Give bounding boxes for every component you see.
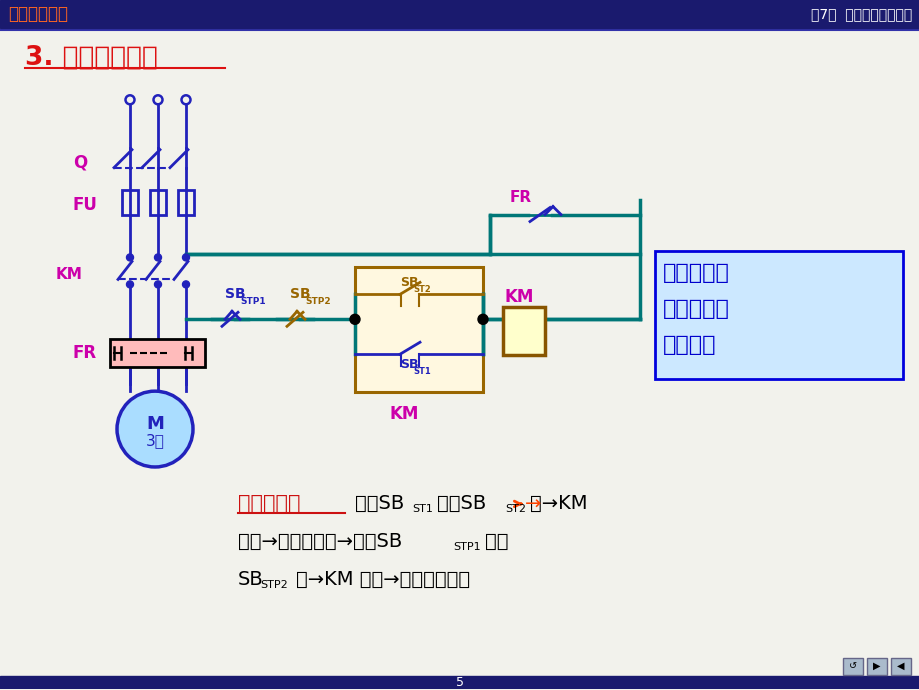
Text: 按下SB: 按下SB bbox=[355, 495, 403, 513]
Text: ）→KM 断电→电动机停止。: ）→KM 断电→电动机停止。 bbox=[296, 570, 470, 589]
Text: 5: 5 bbox=[456, 676, 463, 689]
Bar bbox=[150, 190, 165, 215]
Text: 起动按钮并: 起动按钮并 bbox=[663, 264, 729, 284]
Text: SB: SB bbox=[400, 276, 418, 289]
Text: 第7章  继电－接触器控制: 第7章 继电－接触器控制 bbox=[810, 7, 911, 21]
Text: ◀: ◀ bbox=[896, 661, 903, 671]
Text: 得电→电动机起动→按下SB: 得电→电动机起动→按下SB bbox=[238, 532, 402, 551]
Text: ）→KM: ）→KM bbox=[529, 495, 587, 513]
Text: 3. 多地控制电路: 3. 多地控制电路 bbox=[25, 45, 158, 71]
Text: STP1: STP1 bbox=[240, 297, 266, 306]
Text: SB: SB bbox=[400, 357, 418, 371]
Text: ST1: ST1 bbox=[413, 366, 430, 375]
Text: STP2: STP2 bbox=[305, 297, 330, 306]
Text: KM: KM bbox=[390, 405, 419, 423]
Text: FU: FU bbox=[73, 195, 97, 214]
Circle shape bbox=[182, 281, 189, 288]
Bar bbox=[654, 251, 902, 380]
Circle shape bbox=[117, 391, 193, 467]
Text: SB: SB bbox=[289, 287, 311, 302]
Text: 3～: 3～ bbox=[145, 433, 165, 448]
Circle shape bbox=[182, 254, 189, 261]
Text: Q: Q bbox=[73, 154, 87, 172]
Text: KM: KM bbox=[505, 288, 534, 306]
Circle shape bbox=[127, 281, 133, 288]
Text: （或SB: （或SB bbox=[437, 495, 486, 513]
Text: （或: （或 bbox=[484, 532, 508, 551]
Text: 钮串联。: 钮串联。 bbox=[663, 335, 716, 355]
Text: →: → bbox=[525, 495, 540, 513]
Bar bbox=[122, 190, 138, 215]
Text: KM: KM bbox=[56, 267, 83, 282]
Circle shape bbox=[127, 254, 133, 261]
Text: ↺: ↺ bbox=[848, 661, 857, 671]
Text: SB: SB bbox=[225, 287, 245, 302]
Text: ST2: ST2 bbox=[505, 504, 526, 514]
Bar bbox=[866, 658, 886, 675]
Text: STP2: STP2 bbox=[260, 580, 288, 590]
Text: 联，停止按: 联，停止按 bbox=[663, 299, 729, 319]
Bar bbox=[177, 190, 194, 215]
Text: STP1: STP1 bbox=[452, 542, 480, 552]
Text: 电工电子技术: 电工电子技术 bbox=[8, 5, 68, 23]
Text: ST2: ST2 bbox=[413, 285, 430, 294]
Text: 工作过程：: 工作过程： bbox=[238, 494, 301, 514]
Text: M: M bbox=[146, 415, 164, 433]
Bar bbox=[503, 307, 544, 355]
Text: ST1: ST1 bbox=[412, 504, 433, 514]
Bar bbox=[0, 0, 919, 28]
Text: SB: SB bbox=[238, 570, 264, 589]
Bar bbox=[890, 658, 910, 675]
Text: FR: FR bbox=[73, 344, 97, 362]
Circle shape bbox=[478, 315, 487, 324]
Text: FR: FR bbox=[509, 190, 531, 205]
Circle shape bbox=[154, 254, 162, 261]
Circle shape bbox=[154, 281, 162, 288]
Circle shape bbox=[349, 315, 359, 324]
Bar bbox=[0, 676, 919, 689]
Bar bbox=[110, 339, 205, 367]
Bar bbox=[842, 658, 862, 675]
Text: ▶: ▶ bbox=[872, 661, 879, 671]
Bar bbox=[355, 268, 482, 392]
